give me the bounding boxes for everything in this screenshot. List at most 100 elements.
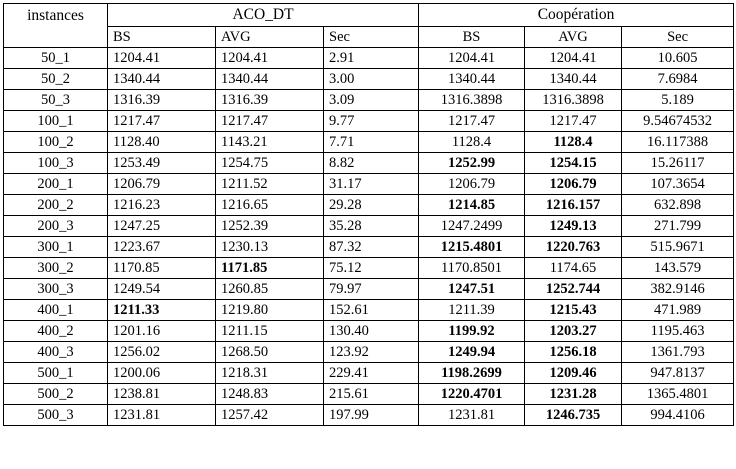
value-cell: 1171.85 [215,257,324,279]
value-cell: 1195.463 [621,320,735,342]
value-cell: 1170.8501 [418,257,526,279]
value-cell: 31.17 [322,173,420,195]
table-row: 300_3 1249.54 1260.85 79.97 1247.51 1252.744 3… [3,278,735,300]
value-cell: 1128.40 [107,131,216,153]
value-cell: 1238.81 [107,383,216,405]
value-cell: 1247.25 [107,215,216,237]
instance-cell: 100_1 [3,110,108,132]
value-cell: 8.82 [322,152,420,174]
value-cell: 1340.44 [107,68,216,90]
instance-cell: 200_1 [3,173,108,195]
header-aco-bs: BS [107,26,216,48]
table-row: 400_2 1201.16 1211.15 130.40 1199.92 1203.27 1… [3,320,735,342]
value-cell: 1246.735 [524,404,623,426]
value-cell: 632.898 [621,194,735,216]
value-cell: 1247.51 [418,278,526,300]
header-row-groups: instances ACO_DT Coopération [3,3,735,48]
value-cell: 1253.49 [107,152,216,174]
value-cell: 1316.39 [107,89,216,111]
value-cell: 1260.85 [215,278,324,300]
value-cell: 87.32 [322,236,420,258]
instance-cell: 200_3 [3,215,108,237]
value-cell: 382.9146 [621,278,735,300]
value-cell: 1128.4 [524,131,623,153]
value-cell: 1256.02 [107,341,216,363]
value-cell: 1247.2499 [418,215,526,237]
value-cell: 7.71 [322,131,420,153]
table-row: 100_2 1128.40 1143.21 7.71 1128.4 1128.4 16.11… [3,131,735,153]
value-cell: 1215.43 [524,299,623,321]
instance-cell: 300_3 [3,278,108,300]
value-cell: 9.77 [322,110,420,132]
table-row: 300_2 1170.85 1171.85 75.12 1170.8501 1174.65… [3,257,735,279]
header-coop-sec: Sec [621,26,735,48]
value-cell: 1203.27 [524,320,623,342]
instance-cell: 500_3 [3,404,108,426]
value-cell: 1218.31 [215,362,324,384]
value-cell: 1217.47 [107,110,216,132]
table-row: 200_2 1216.23 1216.65 29.28 1214.85 1216.157 6… [3,194,735,216]
header-row-sub: BS AVG Sec BS AVG Sec [4,26,735,48]
value-cell: 197.99 [322,404,420,426]
header-instances: instances [3,3,108,48]
instance-cell: 100_2 [3,131,108,153]
instance-cell: 50_3 [3,89,108,111]
table-row: 200_1 1206.79 1211.52 31.17 1206.79 1206.79 10… [3,173,735,195]
value-cell: 1211.15 [215,320,324,342]
value-cell: 143.579 [621,257,735,279]
table-row: 500_2 1238.81 1248.83 215.61 1220.4701 1231.2… [3,383,735,405]
value-cell: 7.6984 [621,68,735,90]
value-cell: 1316.3898 [524,89,623,111]
value-cell: 1340.44 [215,68,324,90]
value-cell: 3.00 [322,68,420,90]
header-coop-avg: AVG [524,26,623,48]
value-cell: 1365.4801 [621,383,735,405]
table-row: 100_1 1217.47 1217.47 9.77 1217.47 1217.47 9.5… [3,110,735,132]
value-cell: 1209.46 [524,362,623,384]
instance-cell: 50_1 [3,47,108,69]
table-row: 300_1 1223.67 1230.13 87.32 1215.4801 1220.76… [3,236,735,258]
value-cell: 1256.18 [524,341,623,363]
value-cell: 35.28 [322,215,420,237]
instance-cell: 400_1 [3,299,108,321]
instance-cell: 50_2 [3,68,108,90]
value-cell: 1201.16 [107,320,216,342]
value-cell: 1128.4 [418,131,526,153]
value-cell: 1340.44 [418,68,526,90]
value-cell: 1204.41 [107,47,216,69]
value-cell: 1211.33 [107,299,216,321]
table-row: 100_3 1253.49 1254.75 8.82 1252.99 1254.15 15.… [3,152,735,174]
instance-cell: 500_2 [3,383,108,405]
value-cell: 947.8137 [621,362,735,384]
value-cell: 1230.13 [215,236,324,258]
value-cell: 1316.39 [215,89,324,111]
value-cell: 1204.41 [215,47,324,69]
value-cell: 1248.83 [215,383,324,405]
value-cell: 1143.21 [215,131,324,153]
instance-cell: 500_1 [3,362,108,384]
value-cell: 1206.79 [107,173,216,195]
value-cell: 994.4106 [621,404,735,426]
value-cell: 1200.06 [107,362,216,384]
header-coop-bs: BS [418,26,526,48]
value-cell: 1206.79 [524,173,623,195]
value-cell: 1211.39 [418,299,526,321]
table-row: 400_3 1256.02 1268.50 123.92 1249.94 1256.18 1… [3,341,735,363]
value-cell: 1340.44 [524,68,623,90]
value-cell: 1249.13 [524,215,623,237]
value-cell: 1220.763 [524,236,623,258]
value-cell: 1170.85 [107,257,216,279]
value-cell: 1216.65 [215,194,324,216]
value-cell: 1204.41 [418,47,526,69]
instance-cell: 400_2 [3,320,108,342]
value-cell: 16.117388 [621,131,735,153]
header-aco-avg: AVG [215,26,324,48]
value-cell: 1204.41 [524,47,623,69]
value-cell: 79.97 [322,278,420,300]
value-cell: 123.92 [322,341,420,363]
table-row: 50_1 1204.41 1204.41 2.91 1204.41 1204.41 10.6… [3,47,735,69]
value-cell: 229.41 [322,362,420,384]
table-row: 200_3 1247.25 1252.39 35.28 1247.2499 1249.13… [3,215,735,237]
value-cell: 271.799 [621,215,735,237]
value-cell: 1217.47 [418,110,526,132]
